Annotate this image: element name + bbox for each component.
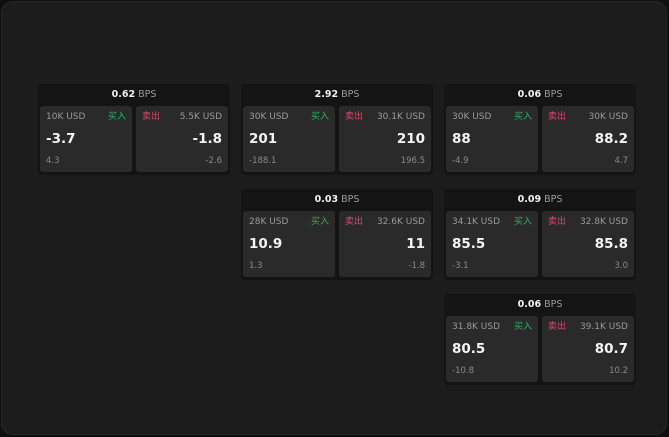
sell-button[interactable]: 卖出 30K USD 88.2 4.7	[542, 106, 634, 172]
buy-size: 31.8K USD	[452, 322, 501, 332]
sell-change: -1.8	[408, 261, 425, 271]
buy-change: -10.8	[452, 366, 474, 376]
spread-value: 0.09	[517, 194, 542, 205]
buy-price: 88	[452, 131, 471, 147]
spread-unit: BPS	[544, 299, 563, 310]
sell-price: 11	[406, 236, 425, 252]
sell-button[interactable]: 卖出 5.5K USD -1.8 -2.6	[136, 106, 228, 172]
sell-button[interactable]: 卖出 30.1K USD 210 196.5	[339, 106, 431, 172]
sell-button[interactable]: 卖出 32.6K USD 11 -1.8	[339, 211, 431, 277]
buy-size: 30K USD	[249, 112, 289, 122]
spread-header: 0.06 BPS	[444, 294, 636, 315]
buy-button[interactable]: 34.1K USD 买入 85.5 -3.1	[446, 211, 538, 277]
sell-label: 卖出	[345, 112, 364, 122]
sell-label: 卖出	[142, 112, 161, 122]
quote-card: 0.09 BPS 34.1K USD 买入 85.5 -3.1 卖出 32.8K U…	[444, 189, 636, 280]
buy-button[interactable]: 30K USD 买入 88 -4.9	[446, 106, 538, 172]
sell-label: 卖出	[548, 322, 567, 332]
buy-price: -3.7	[46, 131, 76, 147]
sell-change: 3.0	[614, 261, 628, 271]
sell-price: 88.2	[594, 131, 628, 147]
buy-price: 10.9	[249, 236, 283, 252]
sell-label: 卖出	[548, 112, 567, 122]
buy-price: 80.5	[452, 341, 486, 357]
quote-card: 0.06 BPS 30K USD 买入 88 -4.9 卖出 30K USD 88.…	[444, 84, 636, 175]
buy-button[interactable]: 10K USD 买入 -3.7 4.3	[40, 106, 132, 172]
sell-change: 196.5	[400, 156, 425, 166]
buy-label: 买入	[513, 322, 532, 332]
spread-unit: BPS	[544, 194, 563, 205]
buy-price: 85.5	[452, 236, 486, 252]
quote-card: 2.92 BPS 30K USD 买入 201 -188.1 卖出 30.1K US…	[241, 84, 433, 175]
spread-unit: BPS	[341, 194, 360, 205]
buy-price: 201	[249, 131, 278, 147]
spread-value: 2.92	[314, 89, 339, 100]
spread-unit: BPS	[341, 89, 360, 100]
sell-button[interactable]: 卖出 32.8K USD 85.8 3.0	[542, 211, 634, 277]
buy-change: 4.3	[46, 156, 60, 166]
spread-unit: BPS	[544, 89, 563, 100]
spread-header: 2.92 BPS	[241, 84, 433, 105]
buy-change: -3.1	[452, 261, 469, 271]
sell-price: 85.8	[594, 236, 628, 252]
sell-size: 5.5K USD	[179, 112, 222, 122]
buy-button[interactable]: 28K USD 买入 10.9 1.3	[243, 211, 335, 277]
sell-size: 39.1K USD	[579, 322, 628, 332]
sell-change: 10.2	[609, 366, 628, 376]
sell-change: 4.7	[614, 156, 628, 166]
buy-label: 买入	[513, 112, 532, 122]
sell-label: 卖出	[345, 217, 364, 227]
spread-value: 0.62	[111, 89, 136, 100]
spread-header: 0.06 BPS	[444, 84, 636, 105]
buy-size: 34.1K USD	[452, 217, 501, 227]
sell-button[interactable]: 卖出 39.1K USD 80.7 10.2	[542, 316, 634, 382]
sell-change: -2.6	[205, 156, 222, 166]
buy-label: 买入	[107, 112, 126, 122]
buy-change: 1.3	[249, 261, 263, 271]
buy-size: 30K USD	[452, 112, 492, 122]
sell-size: 32.8K USD	[579, 217, 628, 227]
spread-header: 0.09 BPS	[444, 189, 636, 210]
buy-label: 买入	[310, 112, 329, 122]
buy-change: -4.9	[452, 156, 469, 166]
sell-price: -1.8	[192, 131, 222, 147]
buy-size: 10K USD	[46, 112, 86, 122]
spread-unit: BPS	[138, 89, 157, 100]
spread-header: 0.03 BPS	[241, 189, 433, 210]
quote-card: 0.03 BPS 28K USD 买入 10.9 1.3 卖出 32.6K USD …	[241, 189, 433, 280]
quote-card: 0.06 BPS 31.8K USD 买入 80.5 -10.8 卖出 39.1K …	[444, 294, 636, 385]
buy-button[interactable]: 31.8K USD 买入 80.5 -10.8	[446, 316, 538, 382]
buy-label: 买入	[310, 217, 329, 227]
sell-size: 30K USD	[588, 112, 628, 122]
quote-card: 0.62 BPS 10K USD 买入 -3.7 4.3 卖出 5.5K USD -…	[38, 84, 230, 175]
buy-size: 28K USD	[249, 217, 289, 227]
sell-size: 30.1K USD	[376, 112, 425, 122]
buy-change: -188.1	[249, 156, 277, 166]
sell-price: 210	[396, 131, 425, 147]
buy-button[interactable]: 30K USD 买入 201 -188.1	[243, 106, 335, 172]
buy-label: 买入	[513, 217, 532, 227]
sell-size: 32.6K USD	[376, 217, 425, 227]
spread-value: 0.03	[314, 194, 339, 205]
spread-value: 0.06	[517, 299, 542, 310]
sell-price: 80.7	[594, 341, 628, 357]
spread-value: 0.06	[517, 89, 542, 100]
spread-header: 0.62 BPS	[38, 84, 230, 105]
sell-label: 卖出	[548, 217, 567, 227]
